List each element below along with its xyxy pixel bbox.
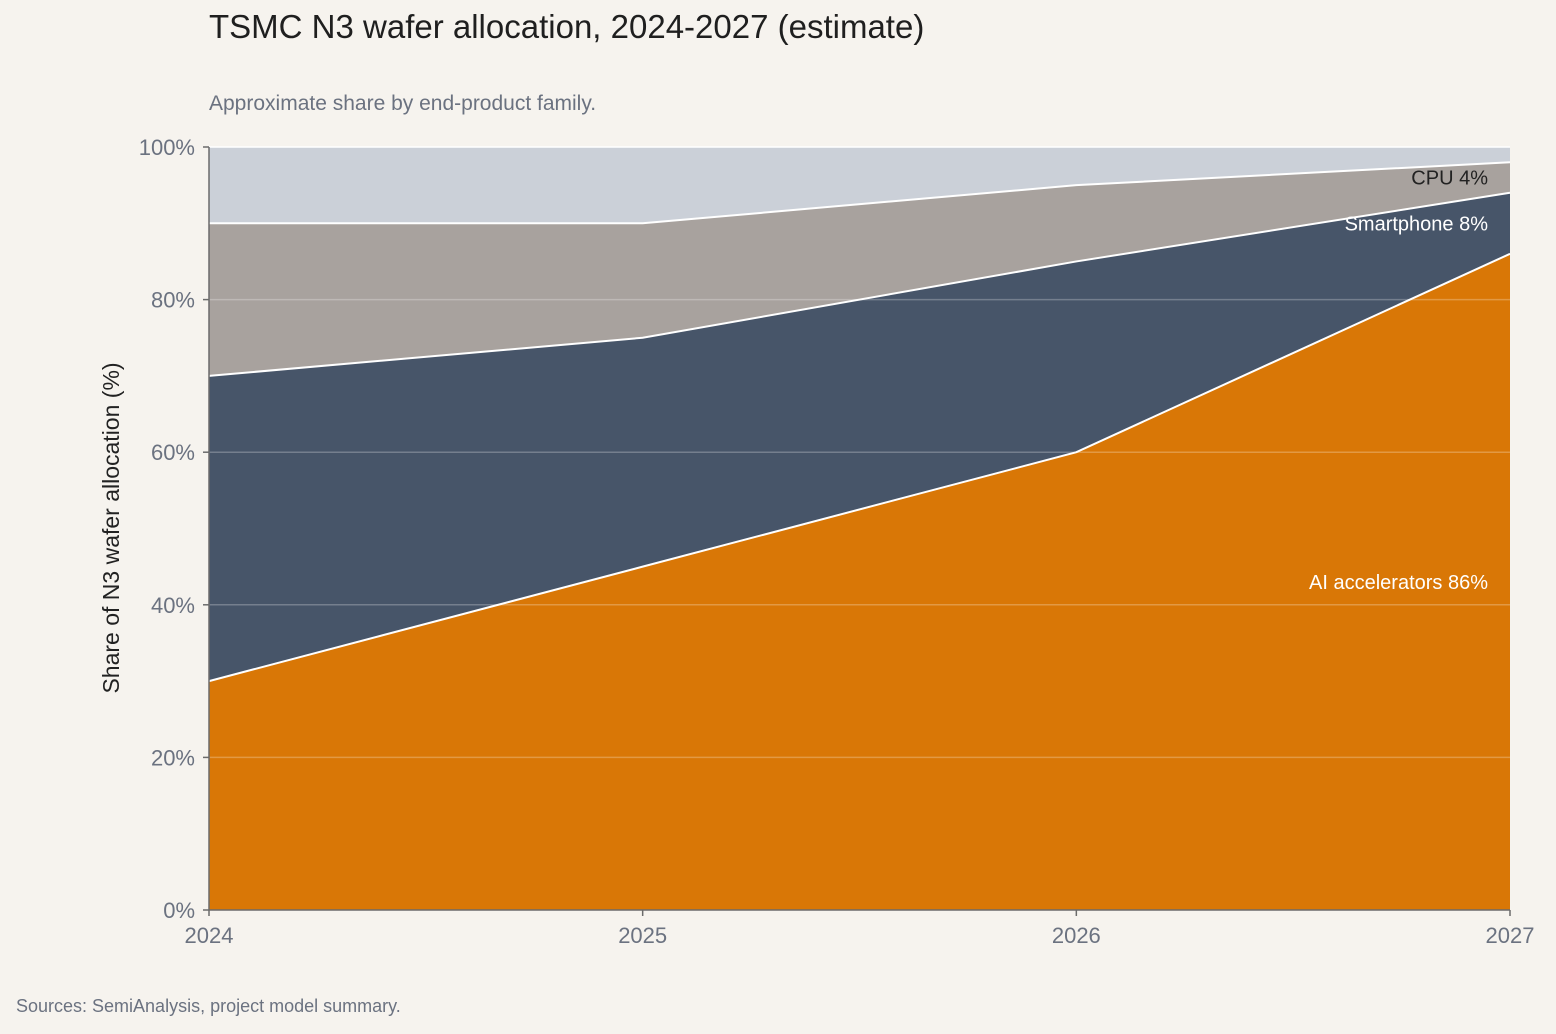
y-tick-label: 40% — [151, 593, 195, 618]
y-tick-label: 0% — [163, 898, 195, 923]
chart-title: TSMC N3 wafer allocation, 2024-2027 (est… — [209, 8, 925, 45]
area-other — [209, 147, 1510, 224]
y-tick-label: 80% — [151, 288, 195, 313]
y-tick-label: 60% — [151, 440, 195, 465]
x-tick-label: 2025 — [618, 923, 667, 948]
x-tick-label: 2024 — [185, 923, 234, 948]
x-tick-label: 2027 — [1486, 923, 1535, 948]
boundary-ai — [208, 252, 1511, 683]
area-ai — [209, 253, 1510, 910]
series-label-ai: AI accelerators 86% — [1309, 572, 1488, 594]
y-tick-label: 20% — [151, 745, 195, 770]
y-tick-label: 100% — [139, 135, 195, 160]
series-label-smartphone: Smartphone 8% — [1345, 213, 1489, 235]
x-tick-labels: 2024 2025 2026 2027 — [185, 910, 1535, 948]
series-label-cpu: CPU 4% — [1411, 168, 1488, 190]
x-tick-label: 2026 — [1052, 923, 1101, 948]
boundary-smartphone — [208, 191, 1511, 377]
source-note: Sources: SemiAnalysis, project model sum… — [16, 996, 401, 1016]
y-tick-labels: 0% 20% 40% 60% 80% 100% — [139, 135, 209, 923]
chart-subtitle: Approximate share by end-product family. — [209, 92, 597, 115]
axes — [208, 147, 1510, 911]
area-layers — [209, 147, 1510, 910]
area-cpu — [209, 162, 1510, 376]
series-boundaries — [208, 146, 1511, 683]
y-axis-title: Share of N3 wafer allocation (%) — [98, 362, 124, 693]
boundary-cpu — [209, 161, 1511, 225]
area-smartphone — [209, 192, 1510, 682]
series-end-labels: AI accelerators 86% Smartphone 8% CPU 4% — [1309, 168, 1488, 594]
